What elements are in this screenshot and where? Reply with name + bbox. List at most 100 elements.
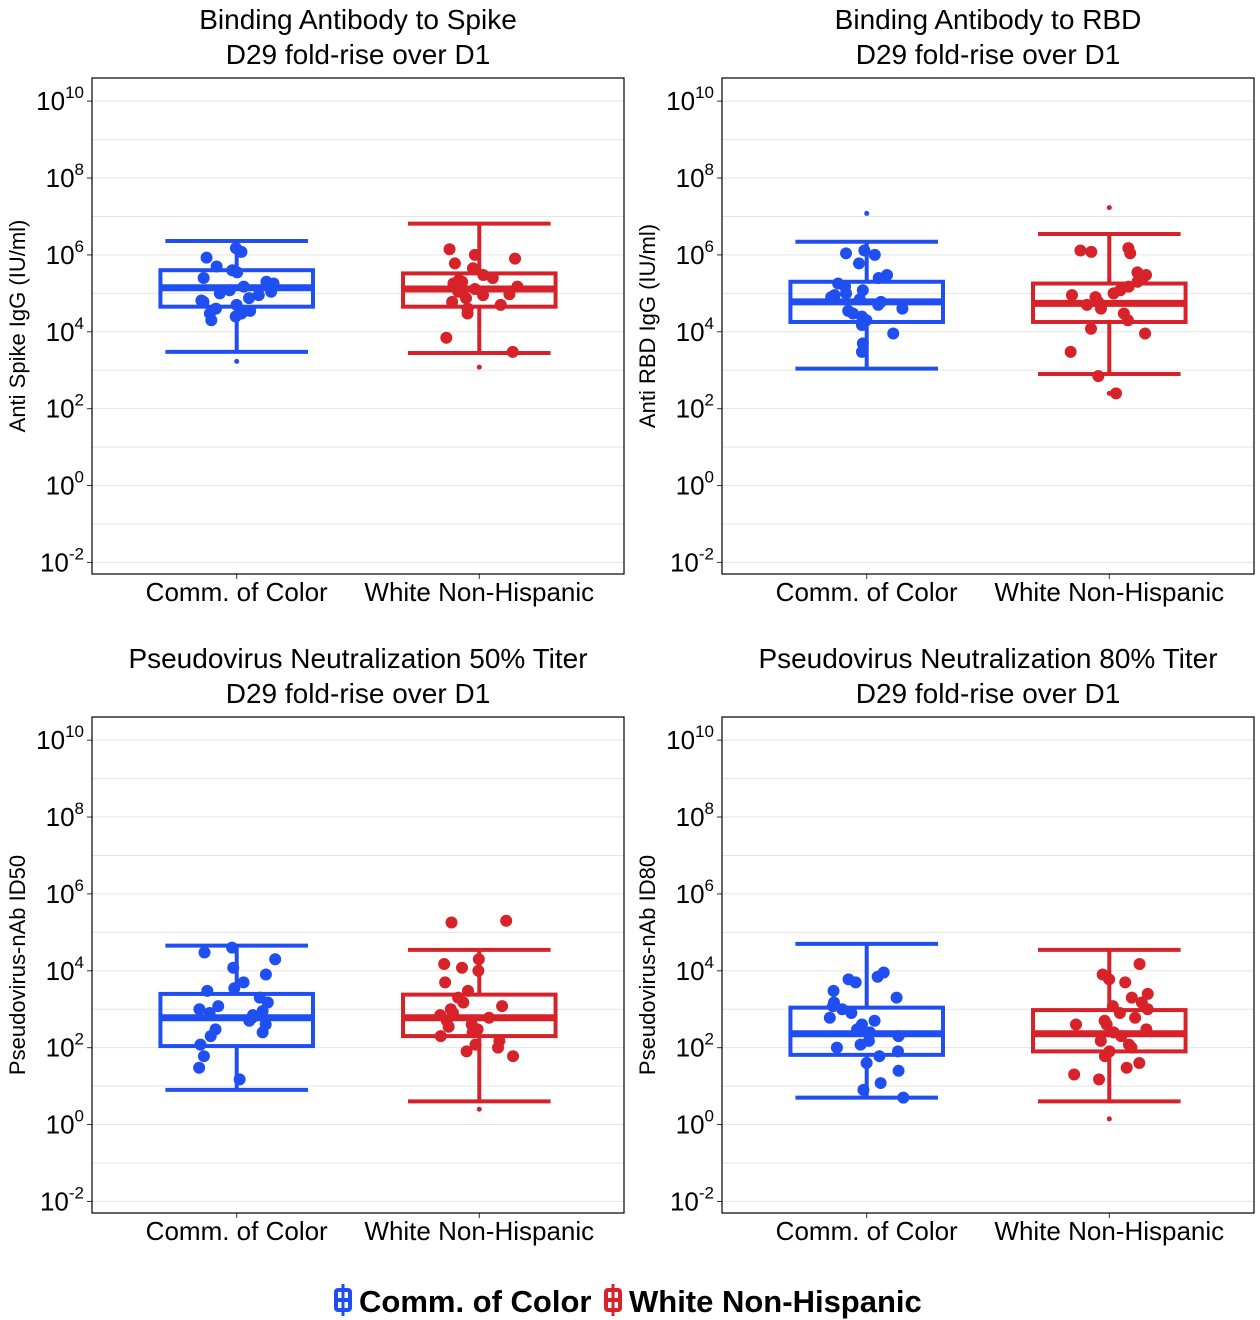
data-point — [267, 277, 280, 290]
data-point — [205, 314, 218, 327]
x-tick-label: White Non-Hispanic — [364, 577, 594, 607]
data-point — [842, 304, 855, 317]
chart-title: Binding Antibody to Spike — [199, 4, 517, 35]
data-point — [1113, 1006, 1126, 1019]
data-point — [448, 257, 461, 270]
outlier-point — [864, 210, 870, 216]
data-point — [1094, 1034, 1107, 1047]
data-point — [439, 976, 452, 989]
data-point — [460, 1045, 473, 1058]
x-tick-label: White Non-Hispanic — [994, 577, 1224, 607]
y-tick-label: 102 — [676, 1030, 714, 1063]
data-point — [1133, 1056, 1146, 1069]
y-tick-label: 100 — [676, 468, 714, 501]
data-point — [213, 287, 226, 300]
data-point — [851, 1023, 864, 1036]
y-tick-label: 1010 — [36, 83, 84, 116]
data-point — [1074, 244, 1087, 257]
data-point — [1124, 247, 1137, 260]
y-tick-base: 10 — [46, 240, 75, 270]
chart-subtitle: D29 fold-rise over D1 — [856, 678, 1121, 709]
x-tick-label: White Non-Hispanic — [994, 1216, 1224, 1246]
y-tick-exponent: 2 — [75, 1030, 84, 1049]
y-tick-exponent: 2 — [75, 391, 84, 410]
data-point — [461, 307, 474, 320]
y-tick-exponent: 8 — [705, 799, 714, 818]
data-point — [1119, 976, 1132, 989]
y-tick-label: 106 — [676, 876, 714, 909]
y-tick-base: 10 — [46, 163, 75, 193]
y-tick-exponent: 10 — [65, 722, 84, 741]
data-point — [874, 1077, 887, 1090]
data-point — [223, 284, 236, 297]
y-tick-exponent: 4 — [75, 953, 84, 972]
data-point — [1129, 1011, 1142, 1024]
data-point — [858, 244, 871, 257]
data-point — [243, 292, 256, 305]
chart-panel-2: Binding Antibody to RBD D29 fold-rise ove… — [635, 4, 1255, 607]
y-tick-label: 102 — [676, 391, 714, 424]
chart-panel-1: Binding Antibody to Spike D29 fold-rise o… — [5, 4, 625, 607]
data-point — [1093, 1073, 1106, 1086]
y-tick-base: 10 — [676, 956, 705, 986]
x-tick-label: Comm. of Color — [776, 1216, 958, 1246]
data-point — [195, 294, 208, 307]
data-point — [226, 941, 239, 954]
y-tick-exponent: 2 — [705, 1030, 714, 1049]
data-point — [440, 331, 453, 344]
y-tick-base: 10 — [46, 1033, 75, 1063]
data-point — [443, 243, 456, 256]
x-tick-label: Comm. of Color — [146, 1216, 328, 1246]
data-point — [896, 302, 909, 315]
data-point — [872, 272, 885, 285]
data-point — [1131, 275, 1144, 288]
data-point — [1125, 1041, 1138, 1054]
data-point — [1115, 1030, 1128, 1043]
y-tick-exponent: 0 — [705, 1107, 714, 1126]
y-tick-label: 108 — [46, 160, 84, 193]
data-point — [1080, 298, 1093, 311]
data-point — [231, 266, 244, 279]
y-tick-exponent: 10 — [695, 722, 714, 741]
legend-label: Comm. of Color — [359, 1284, 592, 1319]
outlier-point — [476, 364, 482, 370]
y-tick-exponent: 8 — [705, 160, 714, 179]
y-tick-exponent: 0 — [75, 1107, 84, 1126]
data-point — [887, 327, 900, 340]
y-tick-base: 10 — [676, 1033, 705, 1063]
data-point — [500, 914, 513, 927]
y-tick-label: 108 — [46, 799, 84, 832]
data-point — [1141, 1003, 1154, 1016]
data-point — [198, 946, 211, 959]
box-group-white-non-hispanic — [401, 914, 558, 1112]
outlier-point — [234, 358, 240, 364]
data-point — [476, 289, 489, 302]
y-tick-base: 10 — [46, 394, 75, 424]
y-tick-exponent: 8 — [75, 160, 84, 179]
y-tick-base: 10 — [666, 86, 695, 116]
x-tick-label: White Non-Hispanic — [364, 1216, 594, 1246]
data-point — [237, 280, 250, 293]
y-tick-base: 10 — [40, 1186, 69, 1216]
legend-label: White Non-Hispanic — [629, 1284, 922, 1319]
data-point — [472, 964, 485, 977]
y-tick-base: 10 — [46, 879, 75, 909]
data-point — [1085, 322, 1098, 335]
data-point — [1085, 245, 1098, 258]
outlier-point — [476, 1106, 482, 1112]
chart-title: Pseudovirus Neutralization 80% Titer — [758, 643, 1217, 674]
data-point — [1120, 1061, 1133, 1074]
plot-frame — [721, 716, 1255, 1214]
data-point — [442, 1020, 455, 1033]
outlier-point — [1106, 1116, 1112, 1122]
y-tick-base: 10 — [676, 394, 705, 424]
box-group-white-non-hispanic — [1031, 947, 1188, 1122]
box-group-comm-of-color — [788, 941, 945, 1104]
data-point — [256, 1004, 269, 1017]
y-tick-base: 10 — [676, 802, 705, 832]
data-point — [1094, 302, 1107, 315]
data-point — [845, 1006, 858, 1019]
data-point — [193, 1003, 206, 1016]
box-group-comm-of-color — [158, 941, 315, 1092]
data-point — [823, 1011, 836, 1024]
